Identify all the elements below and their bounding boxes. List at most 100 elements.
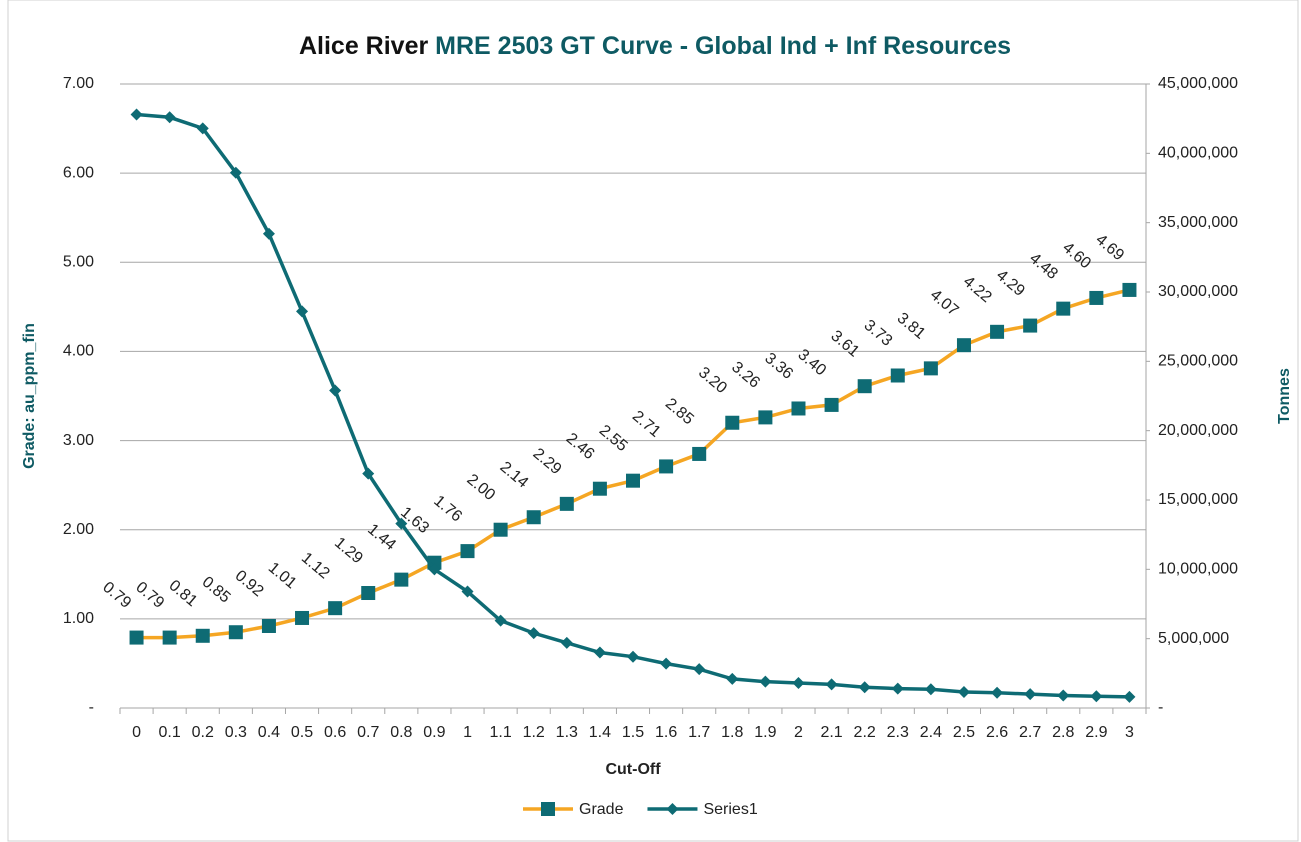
series-marker — [460, 544, 475, 559]
y2-tick-label: 45,000,000 — [1158, 75, 1238, 92]
series-marker — [693, 663, 706, 676]
series-marker — [1089, 290, 1104, 305]
x-tick-label: 0.6 — [324, 724, 346, 741]
x-tick-label: 1.9 — [754, 724, 776, 741]
series-marker — [1023, 318, 1038, 333]
x-tick-label: 0.9 — [423, 724, 445, 741]
series-marker — [1122, 282, 1137, 297]
series-marker — [1057, 689, 1070, 702]
series-marker — [526, 510, 541, 525]
series-marker — [229, 166, 242, 179]
y2-tick-label: 25,000,000 — [1158, 353, 1238, 370]
x-tick-label: 1 — [463, 724, 472, 741]
y2-tick-label: 15,000,000 — [1158, 491, 1238, 508]
series-marker — [924, 683, 937, 696]
y-tick-label: 7.00 — [63, 75, 94, 92]
x-tick-label: 0.2 — [192, 724, 214, 741]
series-marker — [196, 122, 209, 135]
series-marker — [1090, 690, 1103, 703]
x-tick-label: 1.5 — [622, 724, 644, 741]
x-tick-label: 0.7 — [357, 724, 379, 741]
series-marker — [328, 601, 343, 616]
y2-tick-label: 30,000,000 — [1158, 283, 1238, 300]
y2-tick-label: 35,000,000 — [1158, 214, 1238, 231]
legend-marker — [666, 803, 679, 815]
title-part: Alice River — [299, 32, 429, 60]
legend-label: Series1 — [703, 801, 757, 818]
title-part: MRE 2503 GT Curve - Global Ind + Inf Res… — [435, 32, 1011, 60]
x-tick-label: 2 — [794, 724, 803, 741]
series-marker — [626, 473, 640, 488]
x-tick-label: 0.4 — [258, 724, 280, 741]
series-marker — [261, 618, 276, 633]
x-tick-label: 1.2 — [523, 724, 545, 741]
series-marker — [825, 678, 838, 691]
y-tick-label: - — [89, 699, 94, 716]
x-tick-label: 1.6 — [655, 724, 677, 741]
series-marker — [493, 522, 508, 537]
series-marker — [162, 630, 177, 645]
chart-frame — [7, 0, 1299, 842]
x-tick-label: 1.7 — [688, 724, 710, 741]
legend-label: Grade — [579, 801, 624, 818]
series-marker — [1123, 690, 1136, 703]
y-tick-label: 5.00 — [63, 254, 94, 271]
series-marker — [659, 459, 674, 474]
series-marker — [627, 650, 639, 663]
series-marker — [660, 657, 673, 670]
series-marker — [791, 401, 806, 416]
x-tick-label: 2.3 — [887, 724, 909, 741]
y2-axis-label: Tonnes — [1276, 368, 1293, 424]
series-marker — [991, 686, 1004, 699]
series-marker — [329, 384, 342, 397]
series-marker — [759, 675, 772, 688]
y2-tick-label: 20,000,000 — [1158, 422, 1238, 439]
y-tick-label: 3.00 — [63, 432, 94, 449]
x-tick-label: 2.1 — [820, 724, 842, 741]
x-tick-label: 2.7 — [1019, 724, 1041, 741]
series-marker — [296, 305, 309, 318]
series-marker — [394, 572, 409, 587]
x-tick-label: 0.8 — [390, 724, 412, 741]
series-marker — [262, 227, 275, 240]
y-tick-label: 1.00 — [63, 610, 94, 627]
x-tick-label: 2.9 — [1085, 724, 1107, 741]
series-marker — [560, 636, 573, 649]
x-tick-label: 1.1 — [489, 724, 511, 741]
series-marker — [692, 446, 707, 461]
x-tick-label: 2.8 — [1052, 724, 1074, 741]
series-marker — [1056, 301, 1071, 316]
series-marker — [890, 368, 905, 383]
x-axis-label: Cut-Off — [605, 761, 661, 778]
series-marker — [129, 630, 144, 645]
series-marker — [858, 681, 871, 694]
series-marker — [494, 614, 507, 627]
series-marker — [195, 628, 210, 643]
series-marker — [758, 410, 773, 425]
x-tick-label: 2.2 — [854, 724, 876, 741]
y2-tick-label: 5,000,000 — [1158, 630, 1229, 647]
x-tick-label: 0 — [132, 724, 141, 741]
y-tick-label: 6.00 — [63, 164, 94, 181]
series-marker — [130, 108, 143, 121]
series-marker — [857, 379, 872, 394]
series-marker — [461, 585, 474, 598]
series-marker — [824, 397, 839, 412]
series-marker — [957, 686, 970, 699]
x-tick-label: 1.8 — [721, 724, 743, 741]
x-tick-label: 0.1 — [159, 724, 181, 741]
series-marker — [228, 625, 243, 640]
y2-tick-label: - — [1158, 699, 1163, 716]
series-marker — [428, 563, 441, 576]
x-tick-label: 2.5 — [953, 724, 975, 741]
series-marker — [726, 672, 739, 685]
y-axis-label: Grade: au_ppm_fin — [21, 323, 38, 469]
series-marker — [990, 324, 1005, 339]
x-tick-label: 0.5 — [291, 724, 313, 741]
series-marker — [792, 677, 805, 690]
x-tick-label: 3 — [1125, 724, 1134, 741]
x-tick-label: 2.4 — [920, 724, 942, 741]
x-tick-label: 2.6 — [986, 724, 1008, 741]
series-marker — [592, 481, 607, 496]
